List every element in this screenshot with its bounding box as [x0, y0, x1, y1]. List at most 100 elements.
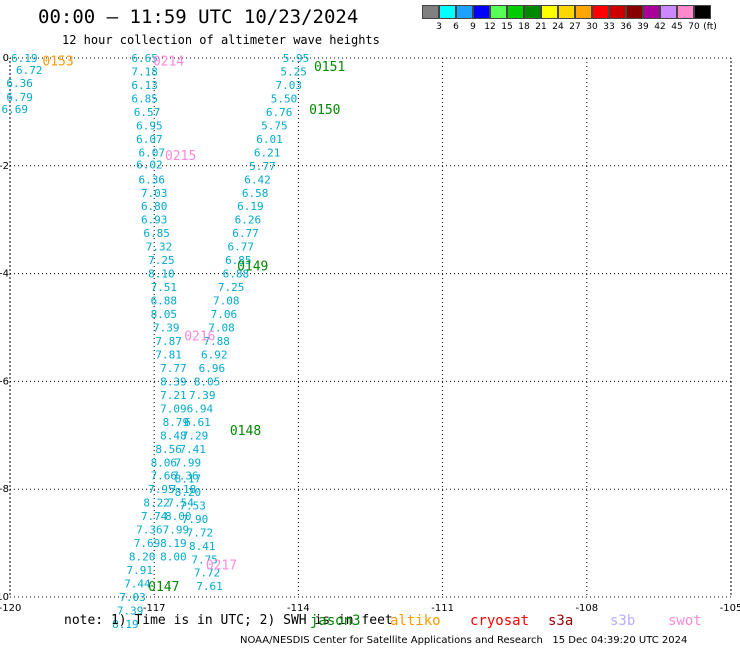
wave-height-value: 6.36	[6, 77, 33, 90]
color-swatch	[575, 5, 592, 19]
x-tick-label: -120	[0, 603, 21, 614]
satellite-legend-item: swot	[668, 613, 702, 629]
color-scale-label: 70	[688, 22, 700, 32]
wave-height-value: 7.03	[141, 187, 168, 200]
wave-height-value: 7.25	[218, 281, 245, 294]
pass-label: 0216	[184, 330, 215, 345]
wave-height-value: 6.01	[256, 133, 283, 146]
color-scale-label: 30	[586, 22, 598, 32]
y-tick-label: -4	[0, 269, 9, 280]
pass-label: 0215	[165, 149, 196, 164]
wave-height-value: 8.19	[160, 537, 187, 550]
wave-height-value: 7.61	[196, 580, 223, 593]
color-scale-label: 9	[470, 22, 476, 32]
y-tick-label: 0	[3, 53, 9, 64]
wave-height-value: 7.72	[187, 526, 214, 539]
pass-label: 0149	[237, 260, 268, 275]
color-scale-label: (ft)	[703, 22, 717, 32]
wave-height-value: 6.92	[201, 348, 228, 361]
wave-height-value: 6.19	[11, 52, 38, 65]
wave-height-value: 6.21	[254, 146, 281, 159]
wave-height-value: 7.81	[155, 348, 182, 361]
wave-height-value: 6.69	[2, 103, 29, 116]
pass-label: 0150	[309, 103, 340, 118]
color-swatch	[626, 5, 643, 19]
wave-height-value: 6.85	[225, 254, 252, 267]
color-swatch	[643, 5, 660, 19]
pass-label: 0214	[153, 55, 184, 70]
color-scale-label: 24	[552, 22, 564, 32]
wave-height-value: 7.39	[153, 322, 180, 335]
color-swatch	[541, 5, 558, 19]
color-scale-label: 42	[654, 22, 666, 32]
wave-height-value: 7.32	[146, 241, 173, 254]
plot-frame	[9, 57, 732, 598]
wave-height-value: 7.90	[182, 513, 209, 526]
wave-height-value: 5.25	[280, 65, 307, 78]
wave-height-value: 6.95	[136, 119, 163, 132]
pass-label: 0151	[314, 60, 345, 75]
wave-height-value: 8.22	[143, 497, 170, 510]
color-scale-label: 6	[453, 22, 459, 32]
wave-height-value: 6.07	[139, 146, 166, 159]
y-tick-label: -6	[0, 376, 9, 387]
color-swatch	[592, 5, 609, 19]
wave-height-value: 8.05	[151, 308, 178, 321]
color-swatch	[694, 5, 711, 19]
color-scale-bar	[422, 5, 711, 21]
wave-height-value: 6.88	[151, 295, 178, 308]
color-swatch	[524, 5, 541, 19]
wave-height-value: 5.77	[249, 160, 276, 173]
color-scale-label: 39	[637, 22, 649, 32]
color-swatch	[422, 5, 439, 19]
satellite-legend-item: cryosat	[470, 613, 530, 629]
wave-height-value: 7.21	[160, 389, 187, 402]
wave-height-value: 7.06	[211, 308, 238, 321]
wave-height-value: 7.74	[141, 510, 168, 523]
wave-height-value: 6.13	[131, 79, 158, 92]
wave-height-value: 7.39	[189, 389, 216, 402]
wave-height-value: 8.48	[160, 429, 187, 442]
wave-height-value: 7.09	[160, 402, 187, 415]
color-scale-label: 33	[603, 22, 615, 32]
wave-height-value: 7.25	[148, 254, 175, 267]
wave-height-value: 7.29	[182, 429, 209, 442]
wave-height-value: 5.75	[261, 119, 288, 132]
wave-height-value: 5.50	[271, 92, 298, 105]
wave-height-value: 7.87	[155, 335, 182, 348]
wave-height-value: 6.61	[184, 416, 211, 429]
wave-height-value: 8.19	[112, 618, 139, 631]
color-swatch	[507, 5, 524, 19]
color-scale-label: 15	[501, 22, 513, 32]
wave-height-value: 6.94	[187, 402, 214, 415]
wave-height-value: 7.51	[151, 281, 178, 294]
wave-height-value: 6.36	[139, 173, 166, 186]
wave-height-value: 6.79	[6, 91, 33, 104]
color-swatch	[609, 5, 626, 19]
satellite-legend-item: s3a	[548, 613, 574, 629]
wave-height-value: 7.53	[179, 499, 206, 512]
wave-height-value: 6.26	[235, 214, 262, 227]
satellite-legend-item: altiko	[390, 613, 441, 629]
wave-height-value: 8.20	[175, 486, 202, 499]
x-tick-label: -117	[143, 603, 166, 614]
wave-height-value: 8.10	[148, 268, 175, 281]
wave-height-value: 8.05	[194, 375, 221, 388]
wave-height-value: 7.91	[127, 564, 154, 577]
color-swatch	[473, 5, 490, 19]
wave-height-value: 6.42	[244, 173, 271, 186]
wave-height-value: 7.18	[170, 483, 197, 496]
wave-height-value: 7.44	[124, 578, 151, 591]
wave-height-value: 6.85	[143, 227, 170, 240]
wave-height-value: 6.85	[131, 92, 158, 105]
wave-height-value: 7.03	[119, 591, 146, 604]
wave-height-value: 6.96	[199, 362, 226, 375]
color-scale-label: 12	[484, 22, 496, 32]
color-scale-label: 3	[436, 22, 442, 32]
wave-height-value: 7.99	[163, 524, 190, 537]
units-note: note: 1) Time is in UTC; 2) SWH is in fe…	[64, 613, 393, 628]
x-tick-label: -114	[287, 603, 310, 614]
wave-height-value: 8.00	[165, 510, 192, 523]
wave-height-value: 6.93	[141, 214, 168, 227]
